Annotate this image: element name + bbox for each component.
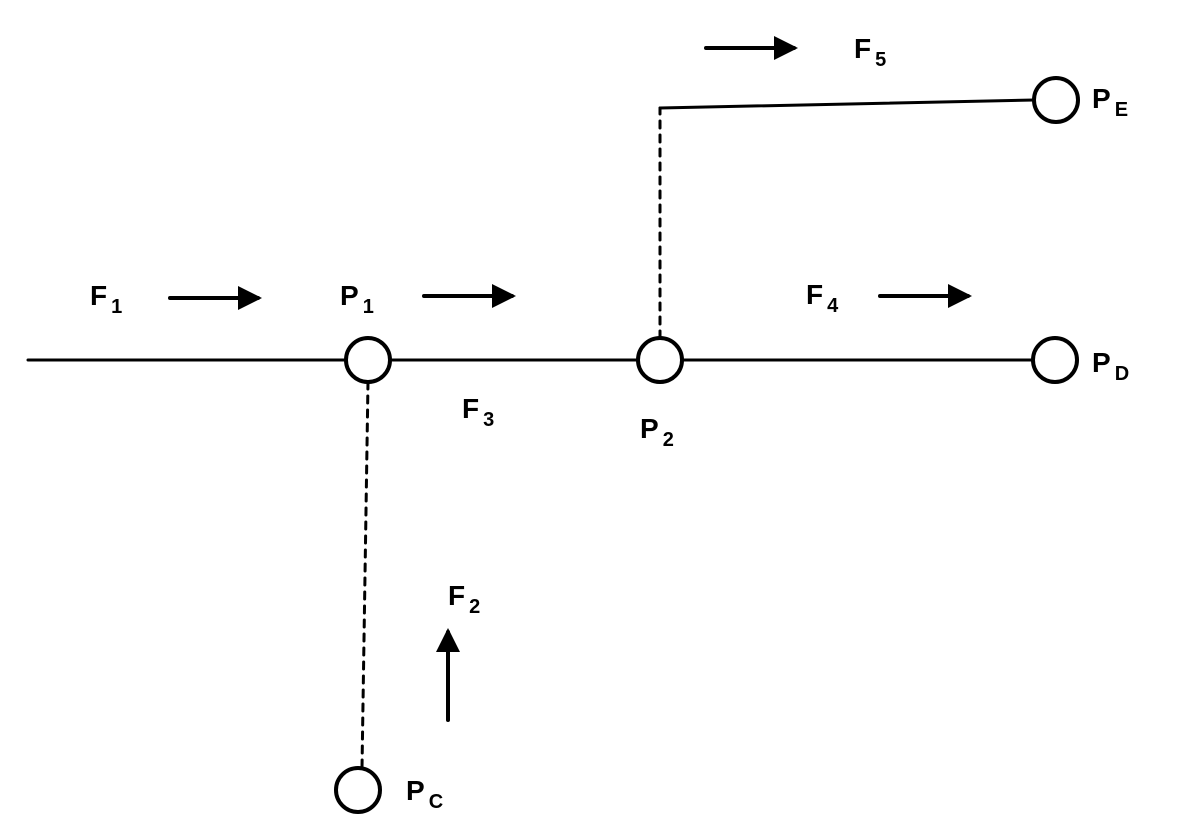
edges-layer — [28, 100, 1034, 768]
flow-label-F5: F5 — [854, 33, 886, 71]
flow-label-F4: F4 — [806, 279, 839, 317]
flow-network-diagram: P1 P2 PC PD PE F1 F2 F3 F4 F5 — [0, 0, 1195, 833]
node-label-P2: P2 — [640, 413, 674, 451]
flow-label-F2: F2 — [448, 580, 480, 618]
node-label-PC: PC — [406, 775, 443, 813]
node-label-PD: PD — [1092, 347, 1129, 385]
flow-label-F1: F1 — [90, 280, 122, 318]
edge — [660, 100, 1034, 108]
node-P2 — [638, 338, 682, 382]
edge — [362, 382, 368, 768]
node-P1 — [346, 338, 390, 382]
node-label-P1: P1 — [340, 280, 374, 318]
node-PE — [1034, 78, 1078, 122]
flow-label-F3: F3 — [462, 393, 494, 431]
node-label-PE: PE — [1092, 83, 1128, 121]
node-PD — [1033, 338, 1077, 382]
node-PC — [336, 768, 380, 812]
flow-arrows-layer — [170, 48, 968, 720]
labels-layer: P1 P2 PC PD PE F1 F2 F3 F4 F5 — [90, 33, 1129, 813]
